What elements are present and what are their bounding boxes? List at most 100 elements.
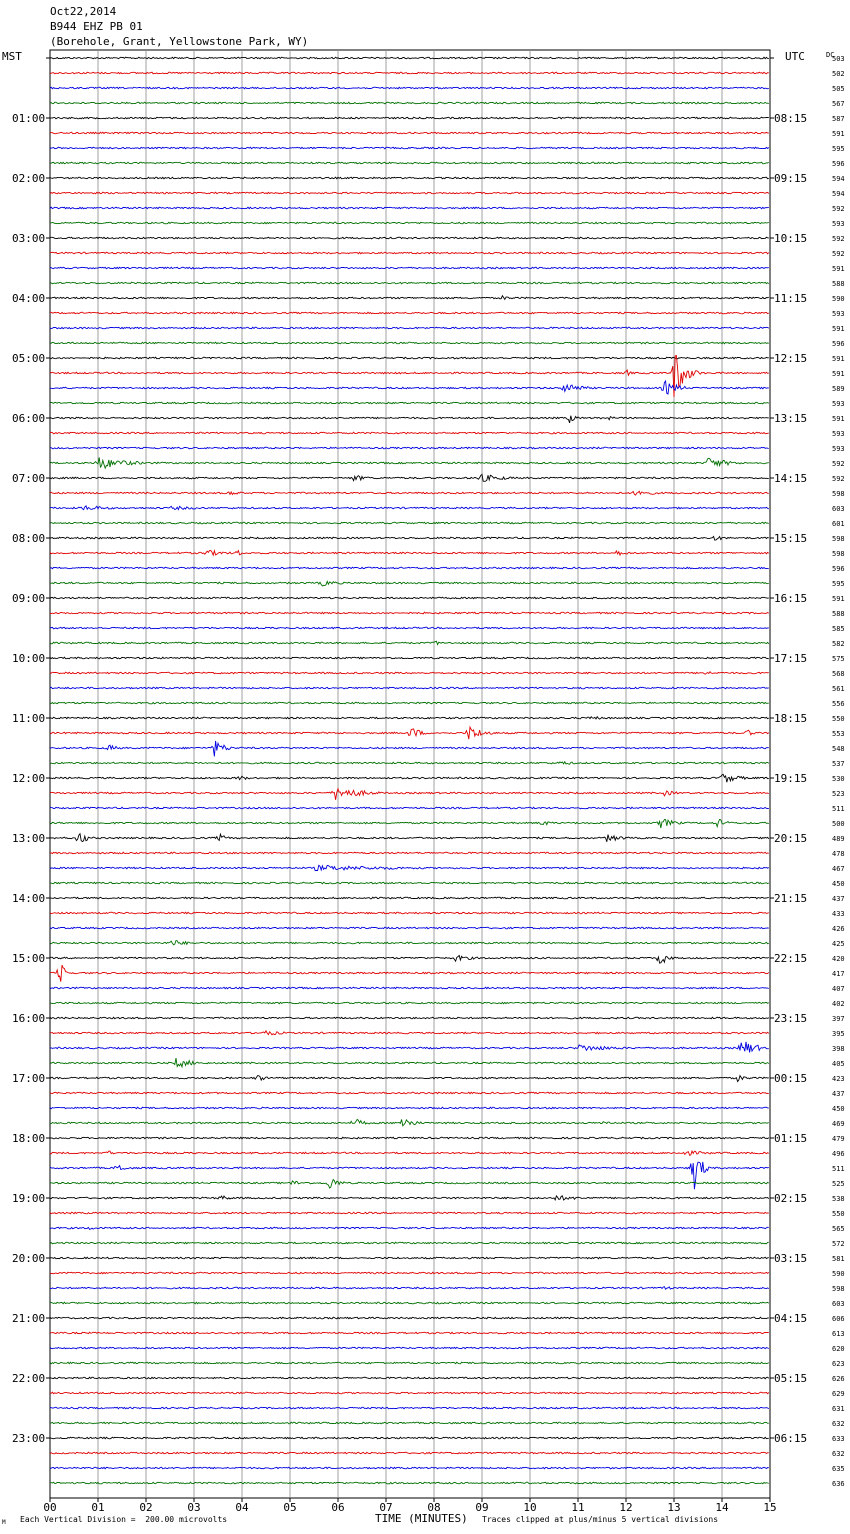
- dc-value: 603: [832, 505, 845, 513]
- dc-value: 407: [832, 985, 845, 993]
- dc-value: 548: [832, 745, 845, 753]
- dc-value: 538: [832, 1195, 845, 1203]
- dc-value: 591: [832, 130, 845, 138]
- dc-value: 511: [832, 1165, 845, 1173]
- dc-value: 588: [832, 280, 845, 288]
- trace-line: [49, 1301, 770, 1305]
- hour-label-mst: 07:00: [12, 472, 45, 485]
- dc-value: 511: [832, 805, 845, 813]
- hour-label-mst: 16:00: [12, 1012, 45, 1025]
- x-tick-label: 05: [283, 1501, 296, 1514]
- dc-value: 550: [832, 1210, 845, 1218]
- dc-value: 581: [832, 1255, 845, 1263]
- trace-line: [49, 294, 769, 301]
- dc-value: 420: [832, 955, 845, 963]
- dc-value: 585: [832, 625, 845, 633]
- hour-label-mst: 22:00: [12, 1372, 45, 1385]
- dc-value: 588: [832, 610, 845, 618]
- dc-value: 426: [832, 925, 845, 933]
- hour-label-mst: 10:00: [12, 652, 45, 665]
- trace-line: [49, 806, 769, 810]
- trace-line: [49, 1256, 769, 1260]
- dc-value: 567: [832, 100, 845, 108]
- trace-line: [49, 773, 769, 783]
- trace-line: [49, 1058, 770, 1069]
- dc-value: 596: [832, 160, 845, 168]
- dc-value: 593: [832, 220, 845, 228]
- dc-value: 450: [832, 880, 845, 888]
- dc-value: 479: [832, 1135, 845, 1143]
- dc-value: 423: [832, 1075, 845, 1083]
- hour-label-utc: 19:15: [774, 772, 807, 785]
- x-tick-label: 01: [91, 1501, 104, 1514]
- trace-line: [49, 101, 769, 105]
- trace-line: [49, 379, 769, 395]
- hour-label-mst: 21:00: [12, 1312, 45, 1325]
- x-tick-label: 06: [331, 1501, 344, 1514]
- x-tick-label: 15: [763, 1501, 776, 1514]
- trace-line: [50, 881, 770, 885]
- hour-label-utc: 21:15: [774, 892, 807, 905]
- hour-label-mst: 06:00: [12, 412, 45, 425]
- trace-line: [49, 1376, 770, 1380]
- trace-line: [49, 1074, 769, 1083]
- dc-value: 598: [832, 490, 845, 498]
- x-tick-label: 12: [619, 1501, 632, 1514]
- hour-label-utc: 16:15: [774, 592, 807, 605]
- trace-line: [49, 1226, 769, 1230]
- trace-line: [49, 701, 769, 705]
- hour-label-mst: 17:00: [12, 1072, 45, 1085]
- clip-note: Traces clipped at plus/minus 5 vertical …: [482, 1515, 719, 1524]
- trace-line: [50, 356, 769, 360]
- dc-value: 626: [832, 1375, 845, 1383]
- hour-label-utc: 02:15: [774, 1192, 807, 1205]
- x-tick-label: 10: [523, 1501, 536, 1514]
- trace-line: [49, 1029, 770, 1036]
- trace-line: [49, 1041, 769, 1053]
- hour-label-utc: 12:15: [774, 352, 807, 365]
- dc-value: 593: [832, 400, 845, 408]
- hour-label-utc: 04:15: [774, 1312, 807, 1325]
- trace-line: [49, 580, 769, 587]
- trace-line: [49, 1421, 769, 1425]
- utc-label: UTC: [785, 50, 805, 63]
- dc-value: 433: [832, 910, 845, 918]
- dc-value: 591: [832, 595, 845, 603]
- dc-value: 591: [832, 325, 845, 333]
- trace-line: [49, 1271, 770, 1275]
- x-tick-label: 07: [379, 1501, 392, 1514]
- hour-label-mst: 09:00: [12, 592, 45, 605]
- trace-line: [49, 725, 770, 740]
- hour-label-mst: 12:00: [12, 772, 45, 785]
- dc-value: 572: [832, 1240, 845, 1248]
- trace-line: [49, 415, 769, 424]
- trace-line: [49, 715, 770, 720]
- trace-line: [49, 670, 769, 675]
- hour-label-utc: 05:15: [774, 1372, 807, 1385]
- trace-line: [49, 686, 769, 690]
- dc-value: 469: [832, 1120, 845, 1128]
- trace-line: [49, 926, 769, 930]
- trace-line: [49, 1178, 770, 1189]
- trace-line: [49, 1211, 769, 1215]
- plot-frame: [49, 49, 771, 1499]
- trace-line: [49, 596, 769, 600]
- dc-value: 596: [832, 565, 845, 573]
- dc-value: 437: [832, 1090, 845, 1098]
- hour-label-mst: 02:00: [12, 172, 45, 185]
- trace-line: [49, 176, 769, 180]
- dc-value: 395: [832, 1030, 845, 1038]
- trace-line: [49, 56, 769, 60]
- dc-value: 530: [832, 775, 845, 783]
- hour-label-mst: 01:00: [12, 112, 45, 125]
- trace-line: [50, 611, 770, 615]
- hour-label-mst: 19:00: [12, 1192, 45, 1205]
- trace-line: [49, 535, 770, 541]
- dc-value: 505: [832, 85, 845, 93]
- trace-line: [49, 1391, 770, 1395]
- dc-value: 629: [832, 1390, 845, 1398]
- dc-value: 405: [832, 1060, 845, 1068]
- hour-label-mst: 13:00: [12, 832, 45, 845]
- dc-value: 592: [832, 460, 845, 468]
